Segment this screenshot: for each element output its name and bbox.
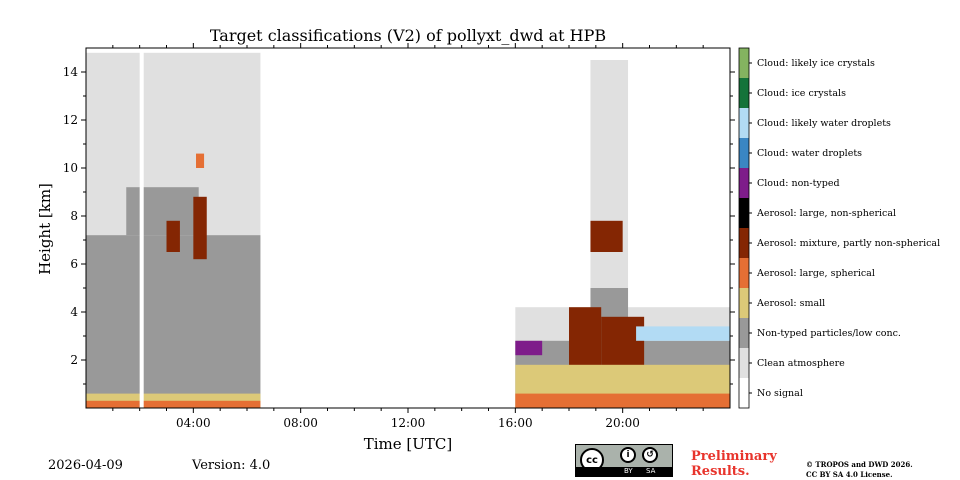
share-alike-icon: ↺ [642,447,658,463]
x-tick-label: 04:00 [176,416,211,430]
class-region-aerosol-large-spherical [196,153,205,168]
colorbar-swatch [739,318,749,348]
colorbar-swatch [739,378,749,408]
y-tick-label: 8 [70,209,78,223]
colorbar-swatch [739,258,749,288]
colorbar-swatch [739,108,749,138]
class-region-aerosol-mixture-partly-non-spherical [590,220,623,252]
colorbar-label: Non-typed particles/low conc. [757,328,901,339]
colorbar-swatch [739,288,749,318]
class-region-aerosol-mixture-partly-non-spherical [166,220,180,252]
y-tick-label: 2 [70,353,78,367]
x-tick-label: 12:00 [391,416,426,430]
copyright-notice: © TROPOS and DWD 2026. CC BY SA 4.0 Lice… [806,460,956,480]
colorbar-legend: No signal Clean atmosphere Non-typed parti… [738,47,940,409]
preliminary-line-1: Preliminary [691,449,777,464]
colorbar-frame [738,47,750,409]
copyright-line-2: CC BY SA 4.0 License. [806,470,893,479]
class-region-cloud-non-typed [515,340,543,356]
colorbar-label: Aerosol: large, spherical [756,268,875,279]
y-tick-label: 4 [70,305,78,319]
attribution-icon: i [620,447,636,463]
colorbar-swatch [739,198,749,228]
preliminary-line-2: Results. [691,464,750,479]
colorbar-label: Aerosol: small [756,298,825,309]
colorbar-swatch [739,78,749,108]
class-region-aerosol-mixture-partly-non-spherical [601,316,645,372]
class-region-clean-atmosphere [590,60,629,308]
class-region-aerosol-large-spherical [515,393,730,408]
colorbar-label: No signal [757,388,803,399]
class-region-aerosol-mixture-partly-non-spherical [193,196,207,260]
class-region-aerosol-mixture-partly-non-spherical [569,307,602,372]
colorbar-label: Cloud: non-typed [757,178,840,189]
y-tick-label: 12 [63,113,78,127]
colorbar-swatch [739,168,749,198]
y-axis-label: Height [km] [36,183,54,275]
colorbar-swatch [739,138,749,168]
colorbar-label: Cloud: likely ice crystals [757,58,875,69]
cc-license-badge: cc i ↺ BY SA [575,444,673,477]
x-tick-label: 20:00 [605,416,640,430]
class-region-non-typed-particles-low-conc- [86,235,261,408]
x-axis-label: Time [UTC] [364,435,453,453]
colorbar-label: Clean atmosphere [757,358,845,369]
class-region-cloud-likely-water-droplets [636,326,730,341]
x-tick-label: 16:00 [498,416,533,430]
footer-version: Version: 4.0 [192,458,271,473]
y-tick-label: 6 [70,257,78,271]
colorbar-swatch [739,48,749,78]
class-region-non-typed-particles-low-conc- [126,187,199,236]
colorbar-swatch [739,348,749,378]
y-tick-label: 14 [63,65,79,79]
y-tick-label: 10 [63,161,78,175]
x-tick-label: 08:00 [283,416,318,430]
colorbar-label: Cloud: ice crystals [757,88,846,99]
class-region-aerosol-large-spherical [86,400,261,408]
cc-sa-label: SA [646,467,656,475]
plot-area: 04:00 08:00 12:00 16:00 20:00 2 4 6 8 10 12 14 [63,43,735,430]
footer-date: 2026-04-09 [48,458,123,473]
cc-by-label: BY [624,467,633,475]
colorbar-label: Cloud: likely water droplets [757,118,891,129]
colorbar-label: Aerosol: large, non-spherical [756,208,896,219]
copyright-line-1: © TROPOS and DWD 2026. [806,460,913,469]
colorbar-label: Aerosol: mixture, partly non-spherical [756,238,940,249]
cc-badge-footer-band [576,467,672,476]
preliminary-notice: Preliminary Results. [691,449,791,479]
colorbar-label: Cloud: water droplets [757,148,862,159]
data-gap [139,48,144,408]
chart-title: Target classifications (V2) of pollyxt_d… [210,26,606,45]
colorbar-swatch [739,228,749,258]
